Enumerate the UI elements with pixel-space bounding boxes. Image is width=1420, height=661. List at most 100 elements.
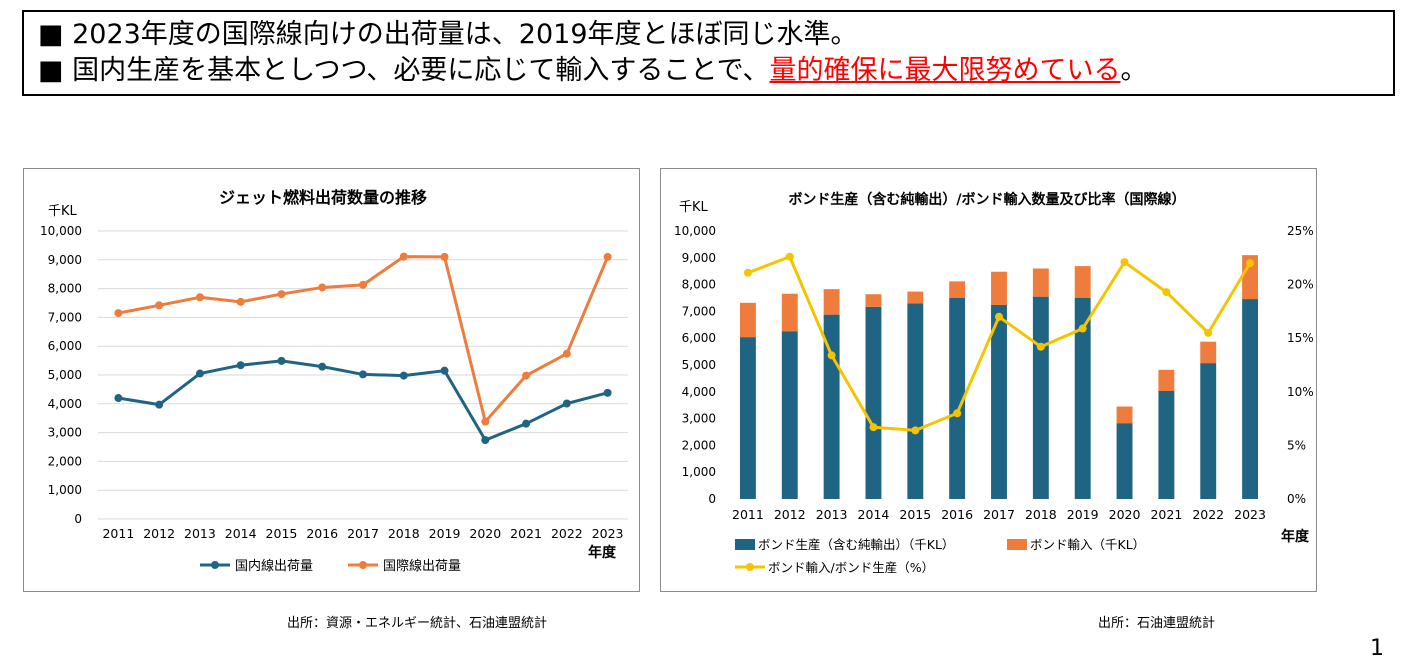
data-point bbox=[440, 366, 449, 375]
x-tick-label: 2012 bbox=[774, 507, 806, 522]
legend-label: 国際線出荷量 bbox=[383, 558, 461, 574]
y-tick-label: 1,000 bbox=[48, 483, 82, 497]
y-tick-label: 3,000 bbox=[682, 412, 716, 426]
bar-import bbox=[1242, 255, 1259, 300]
x-tick-label: 2022 bbox=[1192, 507, 1224, 522]
data-point bbox=[399, 252, 408, 261]
headline-line-2: ■ 国内生産を基本としつつ、必要に応じて輸入することで、量的確保に最大限努めてい… bbox=[38, 54, 1148, 88]
data-point bbox=[440, 252, 449, 261]
bar-import bbox=[907, 291, 924, 304]
y-tick-label: 6,000 bbox=[48, 339, 82, 353]
headline-line-1: ■ 2023年度の国際線向けの出荷量は、2019年度とほぼ同じ水準。 bbox=[38, 19, 858, 50]
chart-title: ボンド生産（含む純輸出）/ボンド輸入数量及び比率（国際線） bbox=[788, 191, 1185, 208]
y-tick-label: 8,000 bbox=[48, 282, 82, 296]
bar-import bbox=[1158, 369, 1175, 391]
headline-line-2-prefix: ■ 国内生産を基本としつつ、必要に応じて輸入することで、 bbox=[38, 55, 770, 86]
x-tick-label: 2013 bbox=[184, 526, 216, 541]
y-tick-label: 7,000 bbox=[682, 304, 716, 318]
x-tick-label: 2014 bbox=[225, 526, 257, 541]
x-tick-label: 2021 bbox=[1150, 507, 1182, 522]
data-point bbox=[155, 301, 164, 310]
y-tick-label: 2,000 bbox=[682, 438, 716, 452]
data-point bbox=[277, 356, 286, 365]
ratio-point bbox=[1204, 328, 1213, 337]
data-point bbox=[318, 362, 327, 371]
ratio-point bbox=[1246, 259, 1255, 268]
source-note-right: 出所：石油連盟統計 bbox=[1098, 616, 1216, 631]
chart-title: ジェット燃料出荷数量の推移 bbox=[219, 188, 427, 207]
bond-production-chart: ボンド生産（含む純輸出）/ボンド輸入数量及び比率（国際線） 千KL 0 1,000 2,… bbox=[674, 191, 1314, 575]
x-tick-label: 2023 bbox=[1234, 507, 1266, 522]
y2-tick-label: 25% bbox=[1287, 224, 1314, 238]
y-tick-label: 5,000 bbox=[48, 368, 82, 382]
data-point bbox=[155, 400, 164, 409]
x-tick-label: 2015 bbox=[899, 507, 931, 522]
y-tick-label: 10,000 bbox=[674, 224, 716, 238]
y-tick-label: 0 bbox=[74, 512, 82, 526]
y-tick-label: 7,000 bbox=[48, 310, 82, 324]
y-tick-label: 3,000 bbox=[48, 426, 82, 440]
ratio-point bbox=[995, 312, 1003, 321]
legend-swatch-production bbox=[735, 539, 755, 550]
x-tick-label: 2016 bbox=[306, 526, 338, 541]
data-point bbox=[603, 252, 612, 261]
x-axis-label: 年度 bbox=[1281, 528, 1310, 545]
bar-import bbox=[1032, 268, 1049, 297]
ratio-point bbox=[785, 252, 794, 261]
y-unit-label: 千KL bbox=[679, 200, 709, 215]
bar-production bbox=[991, 304, 1007, 499]
headline-highlight: 量的確保に最大限努めている bbox=[769, 55, 1121, 86]
bar-import bbox=[739, 302, 756, 338]
y2-tick-label: 15% bbox=[1287, 331, 1314, 345]
data-point bbox=[236, 297, 245, 306]
x-tick-label: 2011 bbox=[732, 507, 764, 522]
x-tick-label: 2011 bbox=[102, 526, 134, 541]
bar-import bbox=[949, 281, 966, 298]
legend-label: ボンド生産（含む純輸出）（千KL） bbox=[758, 537, 954, 552]
x-tick-label: 2020 bbox=[1109, 507, 1141, 522]
ratio-point bbox=[953, 409, 962, 418]
data-point bbox=[195, 293, 204, 302]
bar-import bbox=[1116, 406, 1133, 424]
bar-production bbox=[907, 303, 924, 499]
bar-production bbox=[865, 306, 882, 499]
y-tick-label: 9,000 bbox=[48, 253, 82, 267]
y-tick-label: 0 bbox=[708, 492, 716, 506]
ratio-point bbox=[1162, 288, 1171, 297]
y-tick-label: 8,000 bbox=[682, 278, 716, 292]
ratio-point bbox=[1036, 342, 1045, 351]
x-tick-label: 2022 bbox=[551, 526, 583, 541]
data-point bbox=[399, 371, 408, 380]
ratio-point bbox=[1120, 258, 1129, 267]
headline-box: ■ 2023年度の国際線向けの出荷量は、2019年度とほぼ同じ水準。 ■ 国内生… bbox=[22, 10, 1395, 96]
x-tick-label: 2015 bbox=[266, 526, 298, 541]
data-point bbox=[195, 369, 204, 378]
data-point bbox=[603, 388, 612, 397]
y-tick-label: 2,000 bbox=[48, 454, 82, 468]
y-tick-label: 1,000 bbox=[682, 465, 716, 479]
x-tick-label: 2021 bbox=[510, 526, 542, 541]
page-number: 1 bbox=[1370, 636, 1384, 661]
data-point bbox=[481, 436, 490, 445]
y-tick-label: 10,000 bbox=[40, 224, 82, 238]
x-tick-label: 2017 bbox=[983, 507, 1015, 522]
data-point bbox=[236, 361, 245, 370]
y-tick-label: 4,000 bbox=[48, 397, 82, 411]
bar-production bbox=[1242, 299, 1259, 499]
x-tick-label: 2016 bbox=[941, 507, 973, 522]
ratio-point bbox=[869, 423, 878, 432]
x-tick-label: 2018 bbox=[1025, 507, 1057, 522]
data-point bbox=[359, 280, 367, 289]
y-tick-label: 5,000 bbox=[682, 358, 716, 372]
bar-import bbox=[1200, 341, 1217, 364]
data-point bbox=[114, 309, 123, 318]
legend-marker-ratio bbox=[746, 563, 754, 571]
legend-marker bbox=[211, 561, 219, 569]
x-tick-label: 2018 bbox=[388, 526, 420, 541]
headline-line-2-suffix: 。 bbox=[1120, 55, 1148, 86]
y-tick-label: 4,000 bbox=[682, 385, 716, 399]
legend-label: 国内線出荷量 bbox=[235, 558, 313, 574]
y-tick-label: 9,000 bbox=[682, 251, 716, 265]
bar-production bbox=[1116, 423, 1133, 499]
